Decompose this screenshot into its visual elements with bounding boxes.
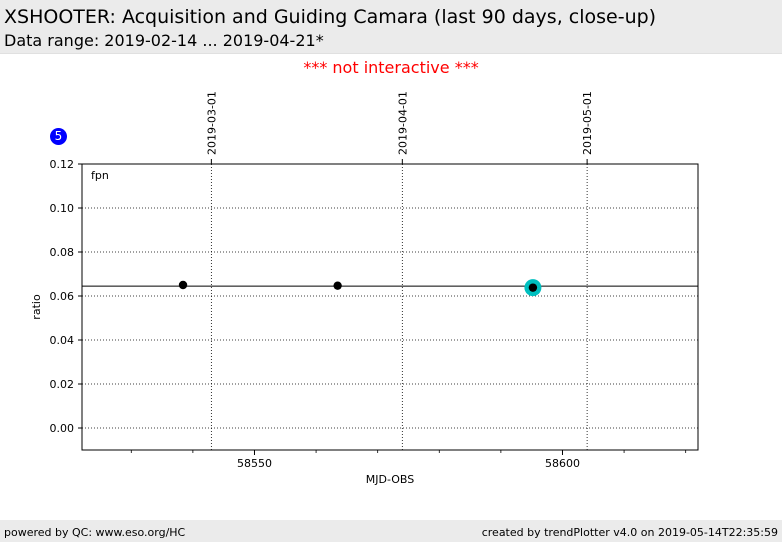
header-bar: XSHOOTER: Acquisition and Guiding Camara… [0, 0, 782, 54]
plot-number-badge: 5 [50, 128, 67, 145]
footer-powered-by: powered by QC: www.eso.org/HC [4, 526, 186, 539]
y-tick-label: 0.08 [50, 246, 75, 259]
y-axis-label: ratio [30, 294, 43, 320]
y-tick-label: 0.04 [50, 334, 75, 347]
footer-bar: powered by QC: www.eso.org/HC created by… [0, 520, 782, 542]
data-point [333, 281, 342, 290]
data-point [178, 280, 188, 290]
data-point [528, 283, 538, 292]
y-tick-label: 0.02 [50, 378, 75, 391]
y-tick-label: 0.06 [50, 290, 75, 303]
not-interactive-notice: *** not interactive *** [303, 58, 479, 77]
x-tick-label: 58550 [237, 457, 272, 470]
top-date-label: 2019-04-01 [396, 91, 409, 155]
plot-frame [81, 163, 699, 451]
y-tick-label: 0.12 [50, 158, 75, 171]
panel-label: fpn [91, 169, 109, 182]
data-range: Data range: 2019-02-14 ... 2019-04-21* [4, 31, 324, 50]
x-tick-label: 58600 [545, 457, 580, 470]
y-tick-label: 0.10 [50, 202, 75, 215]
footer-created-by: created by trendPlotter v4.0 on 2019-05-… [481, 526, 778, 539]
y-tick-label: 0.00 [50, 422, 75, 435]
top-date-label: 2019-03-01 [205, 91, 218, 155]
page-title: XSHOOTER: Acquisition and Guiding Camara… [4, 6, 657, 28]
x-axis-label: MJD-OBS [366, 473, 414, 486]
top-date-label: 2019-05-01 [581, 91, 594, 155]
